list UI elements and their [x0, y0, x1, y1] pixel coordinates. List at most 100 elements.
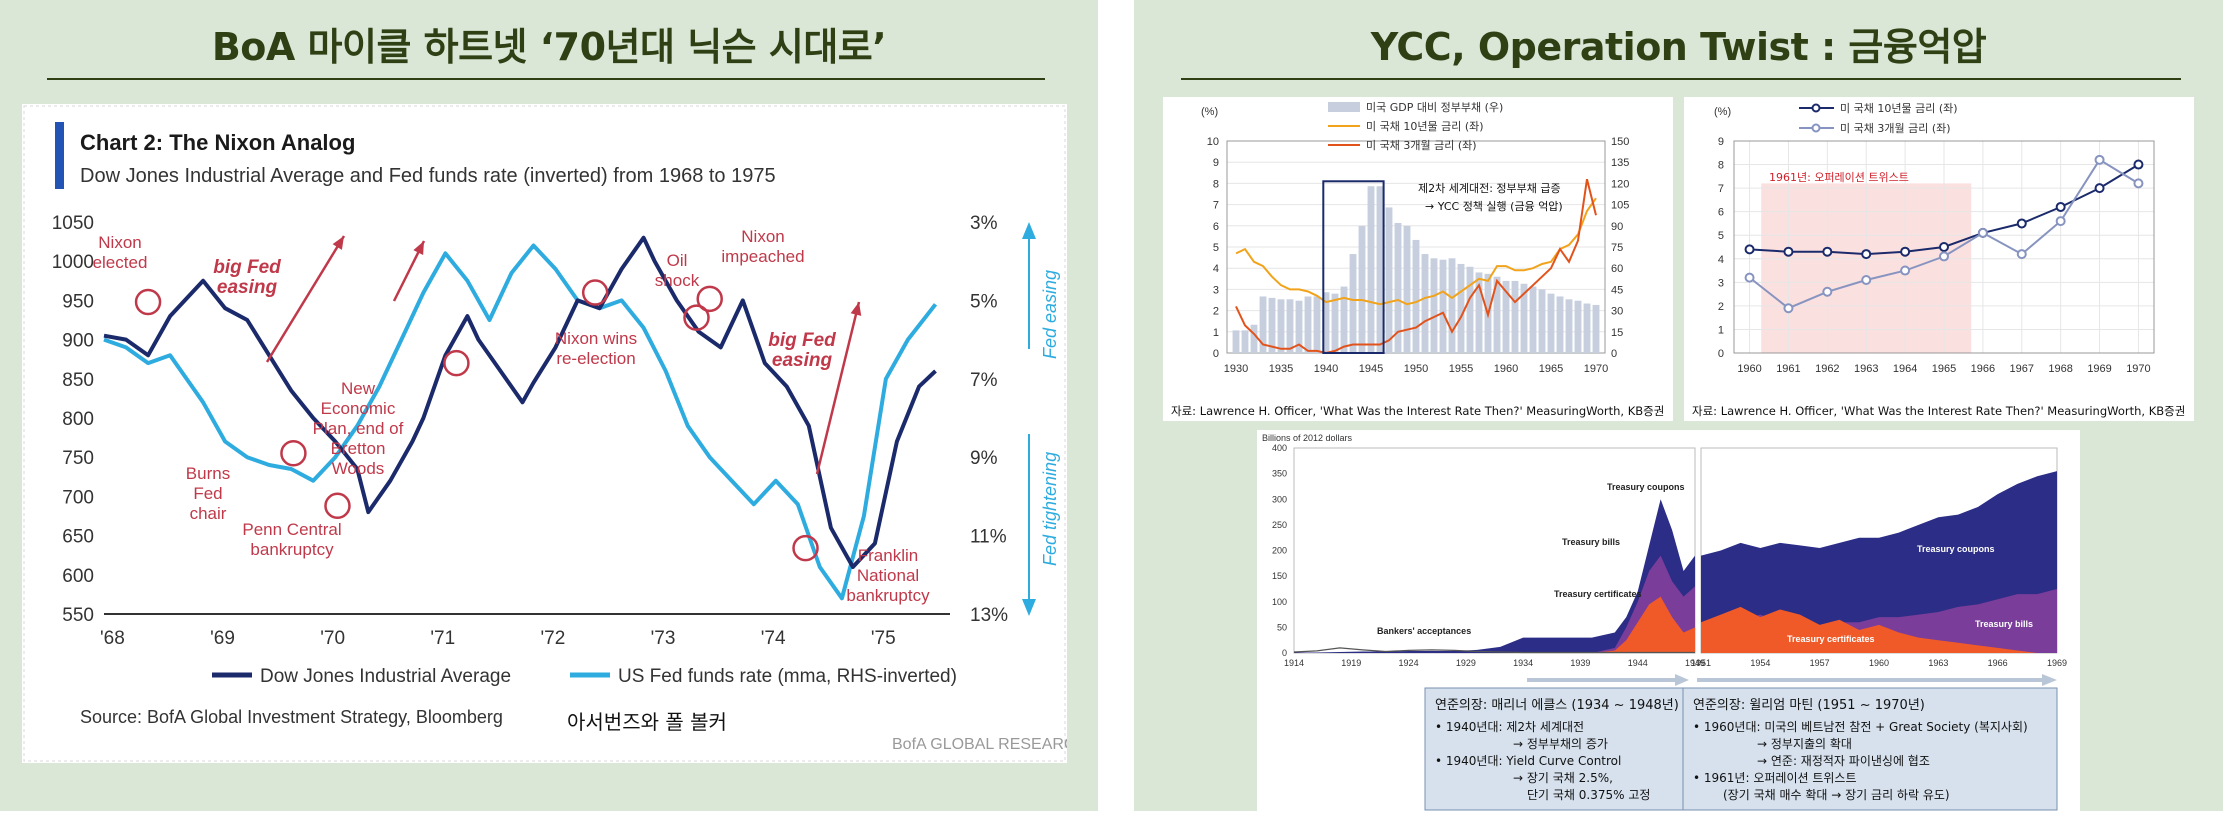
- info-box-eccles-line: • 1940년대: 제2차 세계대전: [1435, 720, 1584, 734]
- ycc-y2-tick: 0: [1611, 348, 1617, 360]
- annot-burns-fed-chair: Burns Fed chair: [186, 464, 230, 523]
- annot-nixon-impeached: Nixon impeached: [721, 227, 804, 266]
- ycc-debt-bar: [1457, 263, 1465, 353]
- fed-easing-arrowhead: [1022, 222, 1036, 239]
- twist-3m-point: [1861, 274, 1872, 285]
- ycc-3m-line: [1235, 178, 1597, 355]
- twist-plot-frame: [1733, 140, 2155, 354]
- twist-3m-point: [2016, 249, 2027, 260]
- nixon-y2-tick: 11%: [970, 527, 1007, 548]
- ycc-y2-tick: 60: [1611, 263, 1623, 275]
- ycc-legend-3m: 미 국채 3개월 금리 (좌): [1366, 139, 1477, 152]
- twist-x-tick: 1970: [2126, 363, 2150, 375]
- ycc-debt-bar: [1394, 222, 1402, 353]
- event-circle: [581, 279, 609, 306]
- twist-y-tick: 8: [1718, 160, 1724, 172]
- hold-y-tick: 350: [1272, 469, 1287, 479]
- annot-nixon-elected: Nixon elected: [93, 233, 148, 272]
- ycc-y2-tick: 90: [1611, 221, 1623, 233]
- ycc-debt-bar: [1502, 280, 1510, 353]
- twist-3m-point: [2133, 178, 2144, 189]
- ycc-debt-bar: [1547, 293, 1555, 353]
- hold-x-tick: 1951: [1691, 658, 1711, 668]
- ycc-y-tick: 1: [1213, 327, 1219, 339]
- ycc-debt-bar: [1259, 296, 1267, 353]
- fed-tightening-arrowhead: [1022, 599, 1036, 616]
- twist-3m-point: [2055, 216, 2066, 227]
- info-box-eccles-title: 연준의장: 매리너 에클스 (1934 ~ 1948년): [1435, 698, 1679, 713]
- ycc-y-tick: 4: [1213, 263, 1219, 275]
- ycc-debt-bar: [1538, 289, 1546, 353]
- event-circle: [683, 304, 710, 331]
- fed-funds-line: [103, 243, 938, 601]
- ycc-debt-bar: [1277, 299, 1285, 353]
- hold-x-tick: 1944: [1628, 658, 1648, 668]
- nixon-y2-tick: 3%: [970, 213, 998, 234]
- ycc-debt-bar: [1286, 299, 1294, 353]
- ycc-debt-bar: [1367, 186, 1375, 353]
- hold-y-tick: 300: [1272, 494, 1287, 504]
- hold-x-tick: 1963: [1928, 658, 1948, 668]
- ycc-y-tick: 8: [1213, 178, 1219, 190]
- twist-10y-point: [1939, 242, 1949, 252]
- twist-3m-point: [2094, 154, 2105, 165]
- ycc-debt-bar: [1448, 258, 1456, 353]
- trend-arrowhead: [413, 241, 424, 255]
- twist-10y-point: [2133, 159, 2144, 170]
- hold-x-tick: 1924: [1399, 658, 1419, 668]
- holdings-chart: Billions of 2012 dollars 0 50 100 150 200 250 3…: [1262, 433, 2067, 811]
- twist-y-tick: 6: [1718, 207, 1724, 219]
- twist-3m-point: [1744, 272, 1755, 283]
- twist-10y-point: [1900, 246, 1911, 257]
- twist-x-tick: 1969: [2087, 363, 2111, 375]
- ycc-debt-bar: [1439, 259, 1447, 353]
- legend-djia-label: Dow Jones Industrial Average: [260, 666, 511, 687]
- bofa-footer: BofA GLOBAL RESEARC: [892, 736, 1067, 753]
- twist-10y-point: [2055, 201, 2066, 212]
- ycc-x-tick: 1955: [1449, 363, 1473, 375]
- ycc-y-tick: 10: [1207, 136, 1219, 148]
- twist-x-tick: 1964: [1893, 363, 1917, 375]
- ycc-x-tick: 1950: [1404, 363, 1428, 375]
- right-title-rule: [1181, 78, 2181, 80]
- hold-x-tick: 1969: [2047, 658, 2067, 668]
- nixon-y-tick: 750: [62, 448, 94, 469]
- hold-arrow-left: [1527, 674, 1689, 686]
- ycc-debt-bar: [1403, 225, 1411, 353]
- nixon-x-tick: '72: [541, 628, 566, 649]
- hold-x-tick: 1914: [1284, 658, 1304, 668]
- hold-series-label: Treasury bills: [1975, 619, 2033, 629]
- ycc-y-tick: 3: [1213, 284, 1219, 296]
- info-box-martin-line: • 1960년대: 미국의 베트남전 참전 + Great Society (복…: [1693, 720, 2028, 734]
- info-box-martin-line: → 연준: 재정적자 파이낸싱에 협조: [1757, 754, 1930, 768]
- twist-x-tick: 1963: [1854, 363, 1878, 375]
- left-panel: BoA 마이클 하트넷 ‘70년대 닉슨 시대로’ Chart 2: The N…: [0, 0, 1098, 811]
- ycc-legend-10y: 미 국채 10년물 금리 (좌): [1366, 120, 1484, 133]
- hold-y-tick: 0: [1282, 648, 1287, 658]
- ycc-y2-tick: 75: [1611, 242, 1623, 254]
- twist-10y-point: [1861, 249, 1872, 260]
- right-panel: YCC, Operation Twist : 금융억압 (%) 0 1 2 3 4 5 6 7 8…: [1134, 0, 2223, 811]
- twist-y-tick: 2: [1718, 301, 1724, 313]
- ycc-debt-bar: [1349, 254, 1357, 353]
- nixon-x-tick: '69: [210, 628, 235, 649]
- ycc-debt-bar: [1493, 276, 1501, 353]
- twist-3m-point: [1900, 265, 1911, 276]
- nixon-y-tick: 1000: [52, 252, 94, 273]
- annot-new-economic-plan: New Economic Plan, end of Bretton Woods: [313, 379, 404, 478]
- info-box-eccles-line: 단기 국채 0.375% 고정: [1527, 788, 1650, 802]
- nixon-y-tick: 650: [62, 527, 94, 548]
- twist-y-tick: 3: [1718, 277, 1724, 289]
- twist-x-tick: 1961: [1776, 363, 1800, 375]
- nixon-y-tick: 950: [62, 291, 94, 312]
- twist-10y-point: [2094, 183, 2105, 194]
- event-circle: [324, 492, 351, 520]
- twist-legend-3m: 미 국채 3개월 금리 (좌): [1840, 122, 1951, 135]
- twist-3m-point: [1822, 286, 1833, 297]
- info-box-eccles: 연준의장: 매리너 에클스 (1934 ~ 1948년) • 1940년대: 제…: [1424, 687, 1684, 811]
- info-box-martin: 연준의장: 윌리엄 마틴 (1951 ~ 1970년) • 1960년대: 미국…: [1682, 687, 2058, 811]
- event-circle: [280, 440, 307, 467]
- ycc-debt-bar: [1385, 207, 1393, 353]
- twist-x-tick: 1965: [1932, 363, 1956, 375]
- hold-x-tick: 1954: [1750, 658, 1770, 668]
